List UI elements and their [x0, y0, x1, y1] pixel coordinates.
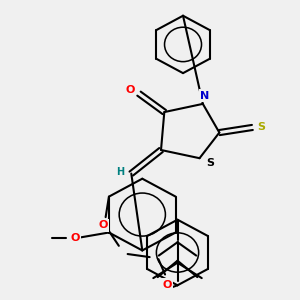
Text: S: S: [257, 122, 265, 133]
Text: H: H: [116, 167, 124, 176]
Text: O: O: [99, 220, 108, 230]
Text: N: N: [200, 91, 210, 101]
Text: S: S: [206, 158, 214, 168]
Text: O: O: [125, 85, 135, 94]
Text: O: O: [70, 232, 80, 243]
Text: O: O: [163, 280, 172, 290]
